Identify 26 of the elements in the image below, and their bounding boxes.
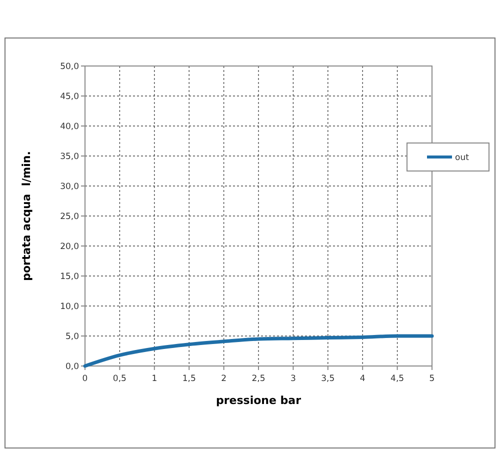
y-tick-label: 45,0: [60, 92, 79, 102]
y-tick-label: 15,0: [60, 272, 79, 282]
y-tick-label: 5,0: [65, 332, 79, 342]
x-axis-title: pressione bar: [216, 394, 302, 407]
y-tick-label: 40,0: [60, 122, 79, 132]
y-tick-label: 35,0: [60, 152, 79, 162]
x-tick-label: 4: [360, 374, 366, 384]
y-tick-label: 30,0: [60, 182, 79, 192]
x-tick-label: 2,5: [252, 374, 266, 384]
x-tick-label: 2: [221, 374, 227, 384]
y-tick-label: 10,0: [60, 302, 79, 312]
x-tick-label: 5: [429, 374, 435, 384]
x-tick-label: 4,5: [390, 374, 404, 384]
x-tick-label: 1: [152, 374, 158, 384]
y-axis-title: portata acqua l/min.: [20, 151, 33, 281]
y-tick-label: 20,0: [60, 242, 79, 252]
line-series: [83, 334, 434, 368]
legend-label: out: [455, 153, 470, 163]
x-tick-label: 0: [82, 374, 88, 384]
x-tick-label: 3: [290, 374, 296, 384]
x-tick-label: 1,5: [182, 374, 196, 384]
x-tick-label: 0,5: [112, 374, 126, 384]
x-tick-label: 3,5: [321, 374, 335, 384]
y-tick-label: 0,0: [65, 362, 79, 372]
y-tick-label: 25,0: [60, 212, 79, 222]
y-tick-label: 50,0: [60, 62, 79, 72]
